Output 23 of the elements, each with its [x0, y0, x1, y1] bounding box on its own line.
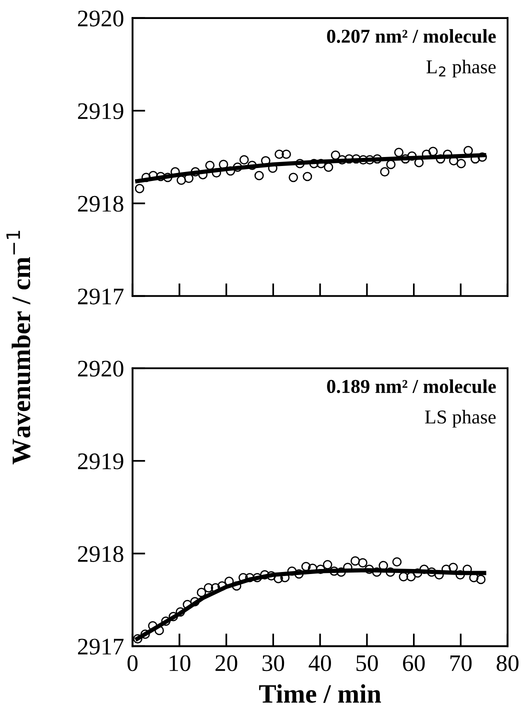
y-tick-label: 2917 — [78, 288, 124, 304]
x-tick-label: 30 — [262, 655, 284, 672]
y-tick-label: 2919 — [78, 453, 124, 470]
y-tick-label: 2918 — [78, 546, 124, 562]
x-tick-label: 50 — [356, 655, 378, 672]
x-axis-title: Time / min — [259, 684, 382, 703]
y-tick-label: 2918 — [78, 196, 124, 212]
y-tick-label: 2919 — [78, 103, 124, 120]
y-axis-title: Wavenumber / cm$^{−1}$ — [6, 230, 30, 464]
x-tick-label: 60 — [403, 655, 425, 672]
y-tick-label: 2920 — [78, 10, 124, 26]
y-tick-label: 2917 — [78, 638, 124, 655]
annotation: 0.189 nm² / molecule — [327, 379, 496, 394]
x-tick-label: 0 — [128, 655, 138, 672]
y-tick-label: 2920 — [78, 360, 124, 377]
x-tick-label: 10 — [170, 655, 190, 672]
annotation: LS phase — [425, 410, 496, 428]
x-tick-label: 20 — [216, 655, 238, 672]
x-tick-label: 80 — [496, 655, 518, 672]
annotation: 0.207 nm² / molecule — [327, 29, 496, 43]
annotation: L$_{2}$ phase — [426, 60, 496, 78]
x-tick-label: 40 — [308, 655, 331, 672]
x-tick-label: 70 — [450, 655, 472, 672]
